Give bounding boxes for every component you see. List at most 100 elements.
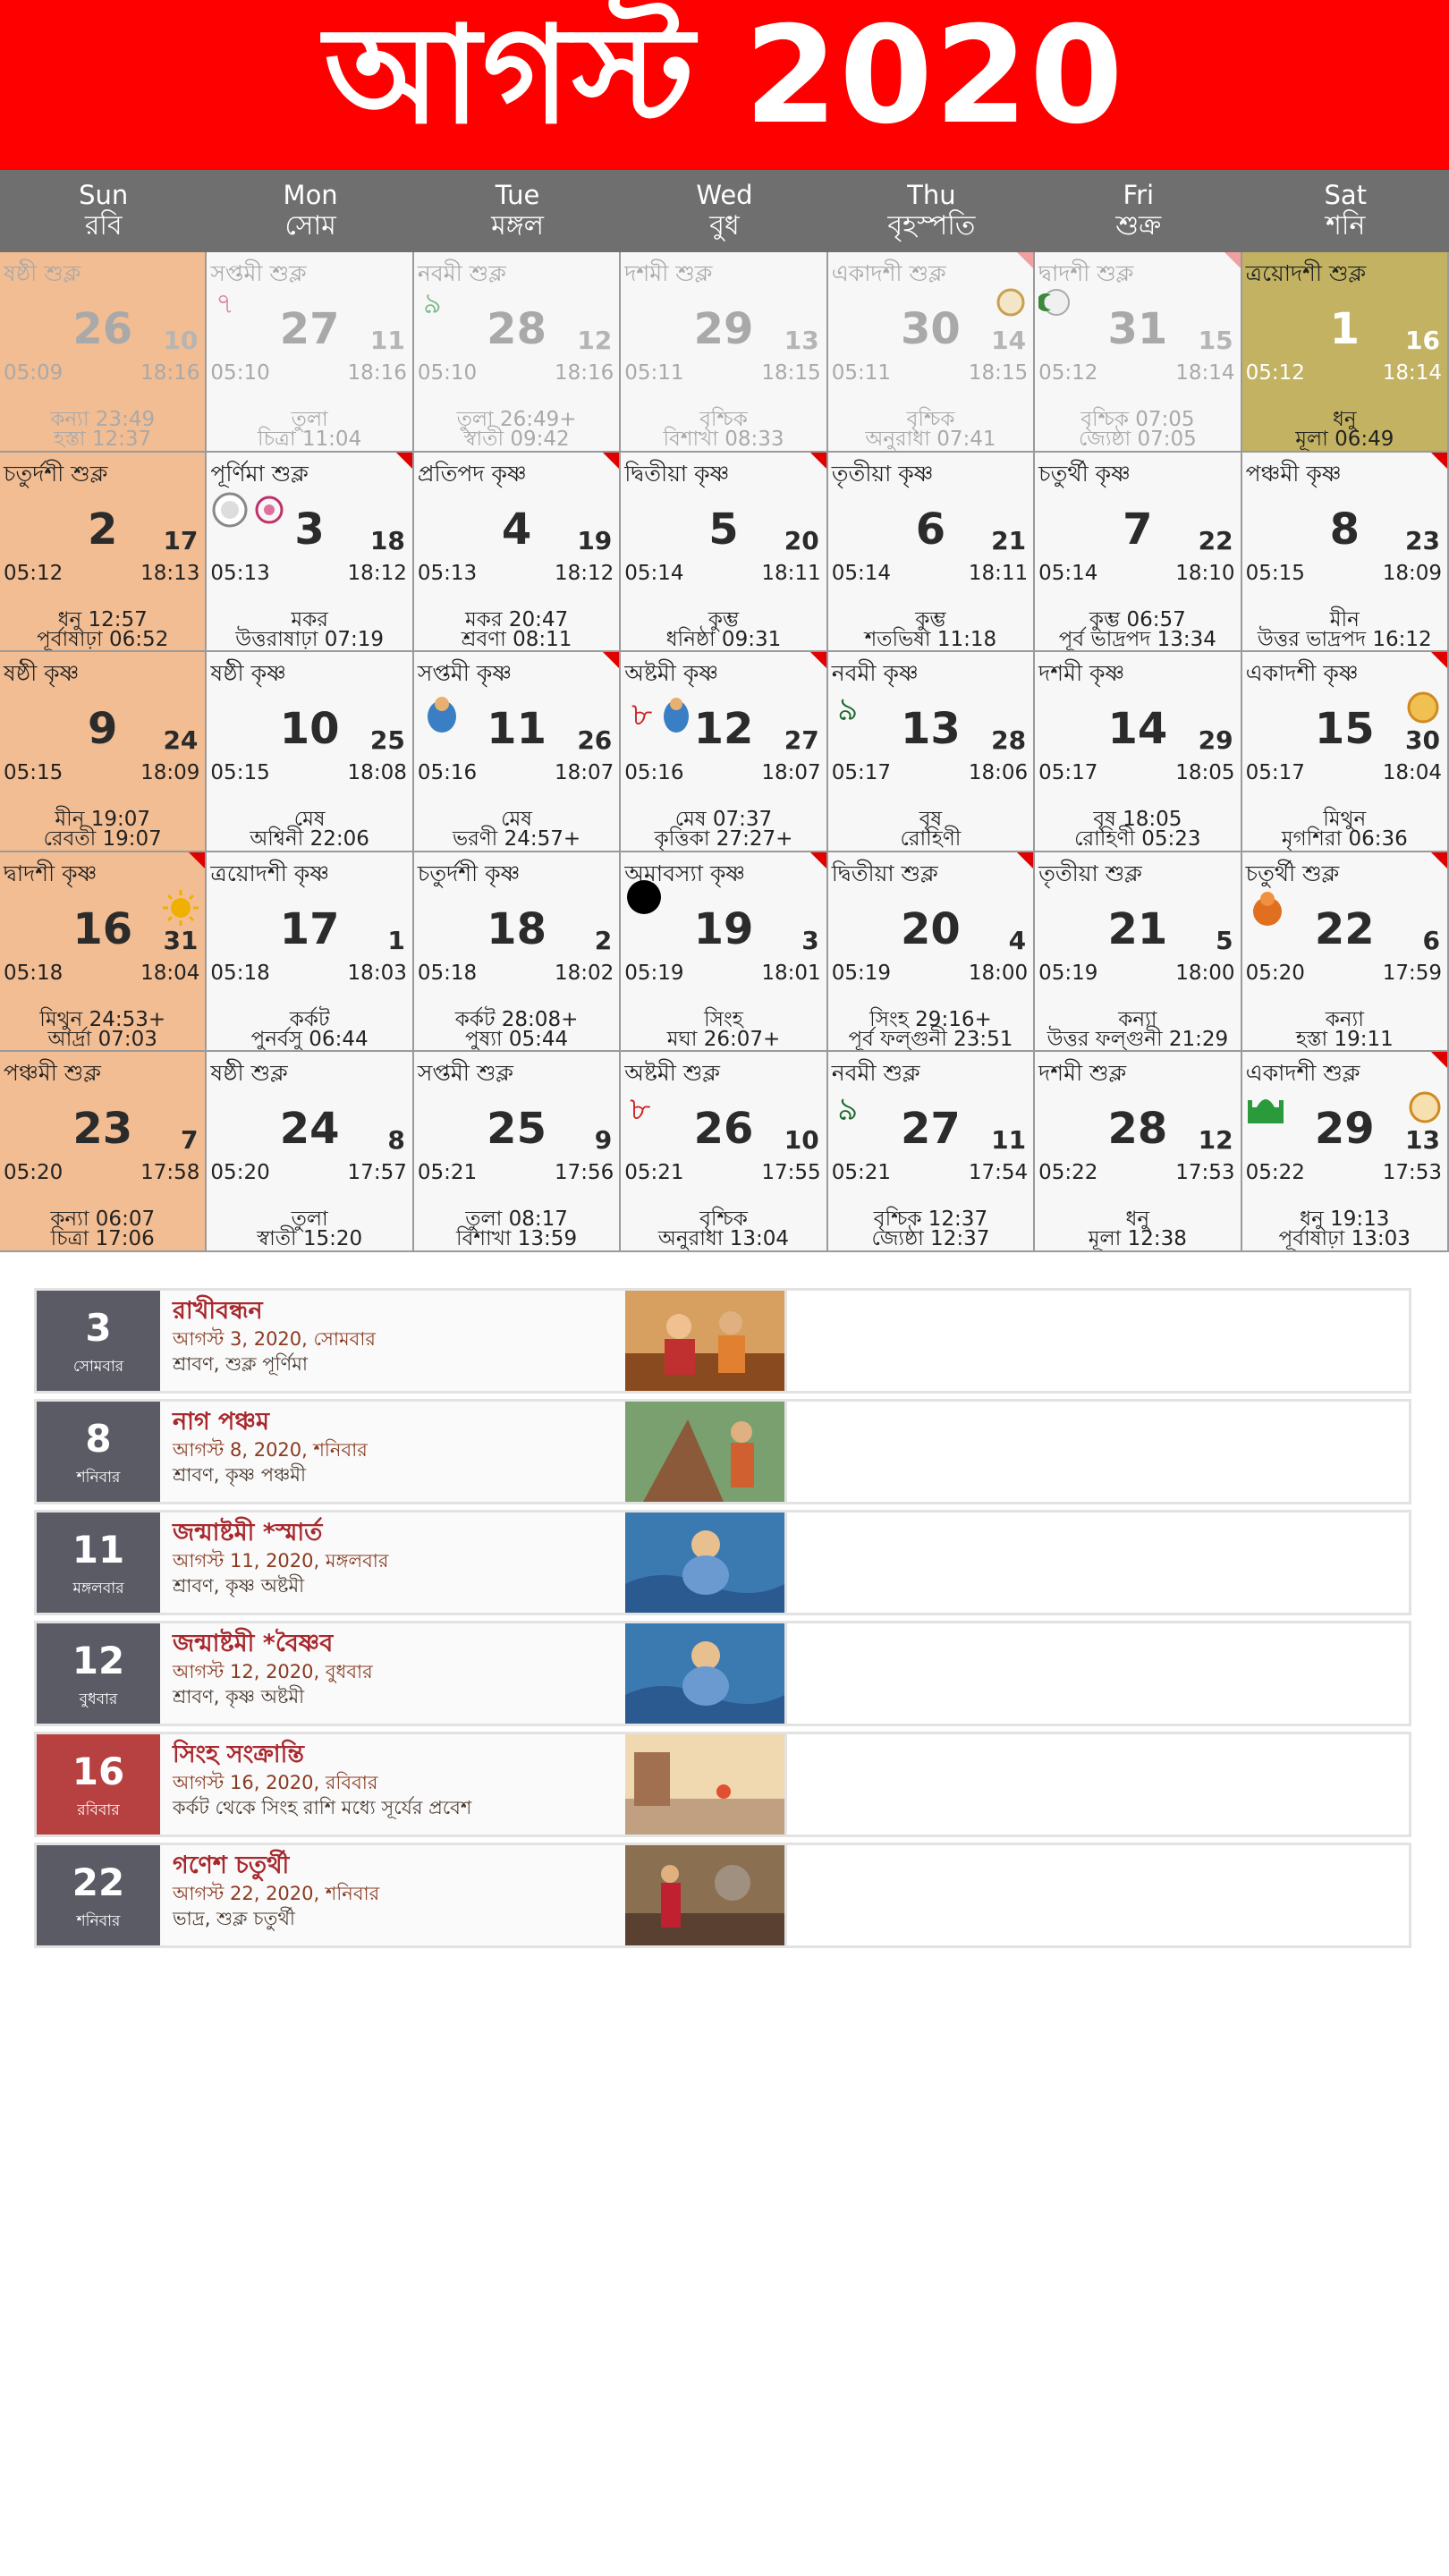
day-cell[interactable]: চতুর্দশী কৃষ্ণ 18 2 05:18 18:02 কর্কট 28:08+ প…: [413, 852, 622, 1053]
event-corner-flag: [603, 452, 620, 469]
day-cell[interactable]: দ্বিতীয়া শুক্ল 20 4 05:19 18:00 সিংহ 29:16+ প…: [827, 852, 1036, 1053]
sunrise-time: 05:14: [831, 561, 892, 585]
day-number: 28: [1107, 1104, 1168, 1155]
mosque-icon: [1246, 1088, 1285, 1135]
sunrise-time: 05:20: [4, 1161, 64, 1185]
day-cell[interactable]: দ্বাদশী শুক্ল 31 15 05:12 18:14 বৃশ্চিক 07:05…: [1035, 252, 1242, 453]
ganesh-icon: [1403, 688, 1443, 735]
sunset-time: 18:15: [761, 361, 821, 385]
day-cell[interactable]: ষষ্ঠী কৃষ্ণ 9 24 05:15 18:09 মীন 19:07 রেবতী 1…: [0, 652, 208, 852]
bengali-date: 10: [163, 326, 199, 355]
weekday-english: Tue: [495, 180, 540, 210]
day-number: 31: [1107, 304, 1168, 354]
sunrise-time: 05:17: [831, 761, 892, 785]
festival-title[interactable]: জন্মাষ্টমী *বৈষ্ণব: [173, 1630, 334, 1657]
festival-item[interactable]: 8 শনিবার নাগ পঞ্চম আগস্ট 8, 2020, শনিবার শ্র…: [34, 1399, 1411, 1504]
day-cell[interactable]: প্রতিপদ কৃষ্ণ 4 19 05:13 18:12 মকর 20:47 শ্রবণ…: [413, 452, 622, 653]
navami-icon: ৯: [835, 1088, 871, 1135]
bengali-date: 8: [387, 1125, 405, 1156]
festival-image: [625, 1845, 784, 1945]
day-cell[interactable]: দশমী কৃষ্ণ 14 29 05:17 18:05 বৃষ 18:05 রোহিণী …: [1035, 652, 1242, 852]
nakshatra-label: বিশাখা 08:33: [663, 428, 784, 451]
day-cell[interactable]: পূর্ণিমা শুক্ল 3 18 05:13 18:12 মকর উত্তরাষাঢ়…: [207, 452, 414, 653]
rashi-label: তুলা: [291, 408, 328, 431]
tithi-label: দ্বাদশী শুক্ল: [1038, 260, 1134, 286]
tithi-label: নবমী কৃষ্ণ: [831, 660, 919, 687]
rashi-label: বৃষ: [919, 808, 943, 832]
day-cell[interactable]: ষষ্ঠী কৃষ্ণ 10 25 05:15 18:08 মেষ অশ্বিনী 22:0…: [207, 652, 414, 852]
sunset-time: 18:16: [140, 361, 200, 385]
day-cell[interactable]: চতুর্থী শুক্ল 22 6 05:20 17:59 কন্যা হস্তা 19:…: [1241, 852, 1449, 1053]
day-cell[interactable]: নবমী শুক্ল 27 11 05:21 17:54 বৃশ্চিক 12:37 জ্য…: [827, 1052, 1036, 1252]
tithi-label: চতুর্দশী কৃষ্ণ: [417, 860, 521, 886]
day-cell[interactable]: নবমী কৃষ্ণ 13 28 05:17 18:06 বৃষ রোহিণী ৯: [827, 652, 1036, 852]
day-cell[interactable]: ত্রয়োদশী শুক্ল 1 16 05:12 18:14 ধনু মূলা 06:4…: [1241, 252, 1449, 453]
day-cell[interactable]: চতুর্দশী শুক্ল 2 17 05:12 18:13 ধনু 12:57 পূর্…: [0, 452, 208, 653]
tithi-label: দশমী শুক্ল: [1038, 1060, 1127, 1087]
rashi-label: কন্যা: [1325, 1007, 1364, 1031]
bengali-date: 6: [1422, 925, 1440, 955]
festival-item[interactable]: 11 মঙ্গলবার জন্মাষ্টমী *স্মার্ত আগস্ট 11, 2…: [34, 1510, 1411, 1615]
festival-title[interactable]: গণেশ চতুর্থী: [173, 1852, 290, 1879]
rashi-label: মিথুন 24:53+: [39, 1007, 166, 1031]
day-cell[interactable]: পঞ্চমী কৃষ্ণ 8 23 05:15 18:09 মীন উত্তর ভাদ্রপ…: [1241, 452, 1449, 653]
day-number: 26: [693, 1104, 754, 1155]
day-cell[interactable]: ষষ্ঠী শুক্ল 24 8 05:20 17:57 তুলা স্বাতী 15:20: [207, 1052, 414, 1252]
rakhi-icon: [250, 490, 289, 538]
rashi-label: ধনু: [1332, 408, 1357, 431]
bengali-date: 20: [784, 525, 819, 555]
festival-item[interactable]: 12 বুধবার জন্মাষ্টমী *বৈষ্ণব আগস্ট 12, 2020…: [34, 1621, 1411, 1726]
festival-day-number: 22: [72, 1860, 125, 1904]
bengali-date: 19: [577, 525, 613, 555]
day-number: 12: [693, 704, 754, 755]
tithi-label: সপ্তমী শুক্ল: [210, 260, 307, 286]
day-cell[interactable]: সপ্তমী শুক্ল 25 9 05:21 17:56 তুলা 08:17 বিশাখ…: [413, 1052, 622, 1252]
sunrise-time: 05:18: [4, 961, 64, 985]
day-cell[interactable]: ষষ্ঠী শুক্ল 26 10 05:09 18:16 কন্যা 23:49 হস্ত…: [0, 252, 208, 453]
rashi-label: কর্কট 28:08+: [454, 1007, 579, 1031]
day-cell[interactable]: সপ্তমী কৃষ্ণ 11 26 05:16 18:07 মেষ ভরণী 24:57+: [413, 652, 622, 852]
festival-title[interactable]: রাখীবন্ধন: [173, 1297, 263, 1325]
festival-item[interactable]: 16 রবিবার সিংহ সংক্রান্তি আগস্ট 16, 2020, র…: [34, 1732, 1411, 1837]
day-number: 17: [279, 903, 340, 954]
day-cell[interactable]: একাদশী শুক্ল 30 14 05:11 18:15 বৃশ্চিক অনুরাধা…: [827, 252, 1036, 453]
festival-weekday: শনিবার: [76, 1469, 121, 1487]
sunset-time: 18:06: [968, 761, 1029, 785]
day-cell[interactable]: দ্বিতীয়া কৃষ্ণ 5 20 05:14 18:11 কুম্ভ ধনিষ্ঠা…: [621, 452, 828, 653]
festival-title[interactable]: সিংহ সংক্রান্তি: [173, 1741, 304, 1768]
day-cell[interactable]: পঞ্চমী শুক্ল 23 7 05:20 17:58 কন্যা 06:07 চিত্…: [0, 1052, 208, 1252]
day-cell[interactable]: তৃতীয়া কৃষ্ণ 6 21 05:14 18:11 কুম্ভ শতভিষা 11…: [827, 452, 1036, 653]
festival-item[interactable]: 3 সোমবার রাখীবন্ধন আগস্ট 3, 2020, সোমবার শ্র…: [34, 1288, 1411, 1394]
day-cell[interactable]: ত্রয়োদশী কৃষ্ণ 17 1 05:18 18:03 কর্কট পুনর্বস…: [207, 852, 414, 1053]
day-cell[interactable]: সপ্তমী শুক্ল 27 11 05:10 18:16 তুলা চিত্রা 11:…: [207, 252, 414, 453]
festival-title[interactable]: নাগ পঞ্চম: [173, 1408, 269, 1436]
sunset-time: 18:00: [968, 961, 1029, 985]
navami-icon: ৯: [421, 284, 457, 328]
day-cell[interactable]: অষ্টমী কৃষ্ণ 12 27 05:16 18:07 মেষ 07:37 কৃত্ত…: [621, 652, 828, 852]
day-cell[interactable]: অমাবস্যা কৃষ্ণ 19 3 05:19 18:01 সিংহ মঘা 26:07…: [621, 852, 828, 1053]
svg-text:৯: ৯: [837, 691, 858, 727]
day-cell[interactable]: তৃতীয়া শুক্ল 21 5 05:19 18:00 কন্যা উত্তর ফল্…: [1035, 852, 1242, 1053]
festival-title[interactable]: জন্মাষ্টমী *স্মার্ত: [173, 1519, 323, 1546]
event-corner-flag: [1224, 252, 1241, 268]
day-cell[interactable]: নবমী শুক্ল 28 12 05:10 18:16 তুলা 26:49+ স্বাত…: [413, 252, 622, 453]
day-cell[interactable]: দ্বাদশী কৃষ্ণ 16 31 05:18 18:04 মিথুন 24:53+ আ…: [0, 852, 208, 1053]
sunset-time: 18:14: [1175, 361, 1235, 385]
festival-weekday: সোমবার: [72, 1358, 124, 1376]
festival-details: জন্মাষ্টমী *স্মার্ত আগস্ট 11, 2020, মঙ্গল…: [173, 1518, 656, 1598]
day-cell[interactable]: দশমী শুক্ল 29 13 05:11 18:15 বৃশ্চিক বিশাখা 08…: [621, 252, 828, 453]
bengali-date: 15: [1198, 326, 1233, 355]
weekday-english: Wed: [696, 180, 753, 210]
day-cell[interactable]: চতুর্থী কৃষ্ণ 7 22 05:14 18:10 কুম্ভ 06:57 পূর…: [1035, 452, 1242, 653]
festival-day-number: 3: [85, 1306, 112, 1350]
day-cell[interactable]: একাদশী কৃষ্ণ 15 30 05:17 18:04 মিথুন মৃগশিরা 0…: [1241, 652, 1449, 852]
sunset-time: 18:07: [761, 761, 821, 785]
nakshatra-label: ধনিষ্ঠা 09:31: [665, 627, 782, 651]
festival-item[interactable]: 22 শনিবার গণেশ চতুর্থী আগস্ট 22, 2020, শনিব…: [34, 1843, 1411, 1948]
nakshatra-label: অনুরাধা 07:41: [865, 428, 996, 451]
day-number: 10: [279, 704, 340, 755]
day-cell[interactable]: অষ্টমী শুক্ল 26 10 05:21 17:55 বৃশ্চিক অনুরাধা…: [621, 1052, 828, 1252]
day-cell[interactable]: একাদশী শুক্ল 29 13 05:22 17:53 ধনু 19:13 পূর্ব…: [1241, 1052, 1449, 1252]
day-cell[interactable]: দশমী শুক্ল 28 12 05:22 17:53 ধনু মূলা 12:38: [1035, 1052, 1242, 1252]
sunrise-time: 05:15: [4, 761, 64, 785]
